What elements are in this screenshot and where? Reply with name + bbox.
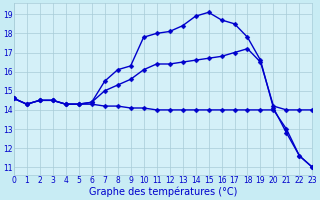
X-axis label: Graphe des températures (°C): Graphe des températures (°C) bbox=[89, 187, 237, 197]
